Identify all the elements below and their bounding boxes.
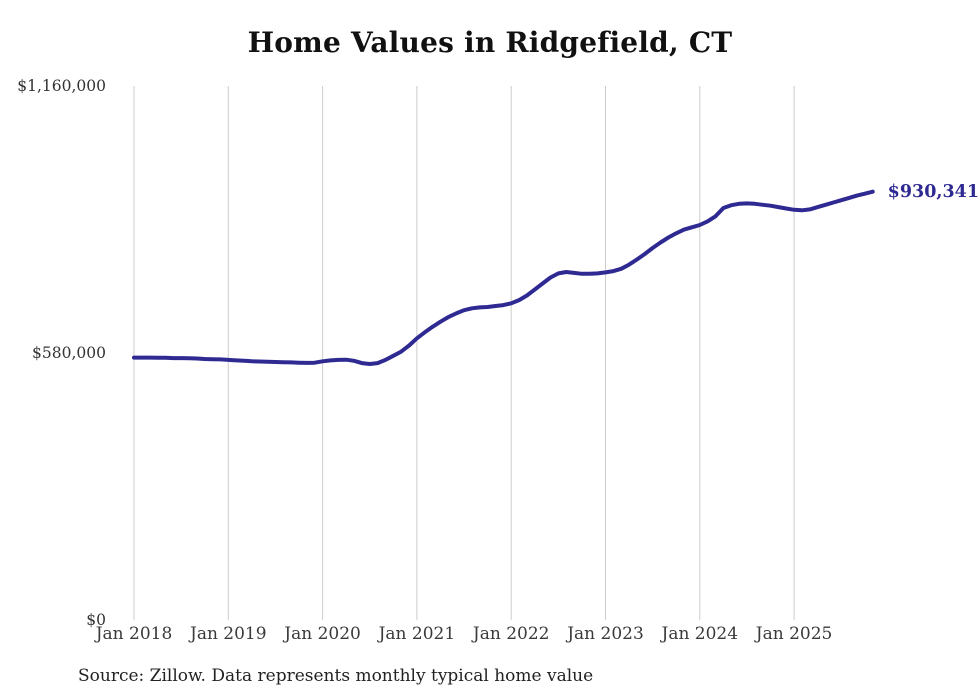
x-tick-label: Jan 2020 <box>284 624 361 644</box>
home-value-line <box>132 189 875 366</box>
chart-title: Home Values in Ridgefield, CT <box>247 26 733 59</box>
x-tick-label: Jan 2021 <box>378 624 456 644</box>
line-chart-svg <box>132 86 875 620</box>
y-tick-label: $0 <box>86 611 106 629</box>
x-tick-label: Jan 2018 <box>95 624 173 644</box>
x-tick-label: Jan 2019 <box>190 624 267 644</box>
x-tick-label: Jan 2022 <box>472 624 550 644</box>
x-tick-label: Jan 2023 <box>567 624 644 644</box>
y-tick-label: $580,000 <box>32 344 106 362</box>
y-tick-label: $1,160,000 <box>17 77 106 95</box>
source-note: Source: Zillow. Data represents monthly … <box>78 666 594 686</box>
last-value-label: $930,341 <box>887 181 979 202</box>
x-tick-label: Jan 2024 <box>661 624 739 644</box>
x-tick-label: Jan 2025 <box>755 624 833 644</box>
